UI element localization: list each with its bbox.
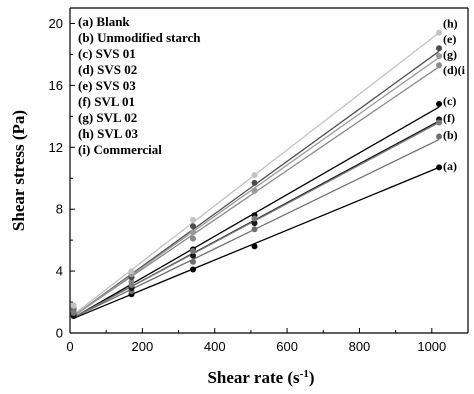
data-point-i	[251, 215, 258, 222]
x-tick-label: 800	[349, 339, 371, 354]
x-axis-title-main: Shear rate (s	[207, 368, 300, 387]
y-tick-label: 0	[56, 326, 63, 341]
end-label: (b)	[443, 128, 458, 142]
fit-line-g	[73, 56, 440, 317]
x-axis-title-suffix: )	[309, 368, 315, 387]
x-axis-title: Shear rate (s-1)	[207, 368, 314, 387]
data-point-b	[436, 133, 443, 140]
x-tick-label: 200	[132, 339, 154, 354]
data-point-g	[436, 52, 443, 59]
x-tick-label: 1000	[417, 339, 446, 354]
legend-entry: (c) SVS 01	[78, 46, 136, 61]
data-point-e	[190, 223, 197, 230]
legend-entry: (f) SVL 01	[78, 94, 135, 109]
data-point-b	[251, 226, 258, 233]
fit-line-a	[73, 166, 440, 319]
x-tick-label: 0	[66, 339, 73, 354]
data-point-i	[128, 282, 135, 289]
data-point-h	[128, 268, 135, 275]
data-point-i	[190, 247, 197, 254]
data-point-d	[190, 235, 197, 242]
end-label: (c)	[443, 94, 456, 108]
data-point-f	[251, 220, 258, 227]
fit-line-c	[73, 106, 440, 319]
data-point-a	[251, 243, 258, 250]
data-point-a	[190, 266, 197, 273]
x-axis-title-superscript: -1	[300, 368, 309, 380]
data-points	[70, 29, 443, 319]
legend: (a) Blank(b) Unmodified starch(c) SVS 01…	[78, 14, 201, 157]
end-labels: (h) (e)(g) (d)(i (c) (f) (b) (a)	[443, 16, 466, 172]
plot-area: 0 200 400 600 800 1000 0 4 8 12 16 20 (h) (e)(g) (d)…	[49, 7, 469, 354]
end-label: (f)	[443, 111, 455, 125]
data-point-e	[436, 45, 443, 52]
data-point-g	[190, 229, 197, 236]
data-point-h	[251, 172, 258, 179]
y-tick-label: 4	[56, 264, 63, 279]
end-label: (d)(i	[443, 63, 466, 77]
legend-entry: (h) SVL 03	[78, 126, 138, 141]
y-tick-label: 20	[49, 16, 63, 31]
data-point-h	[436, 29, 443, 36]
data-point-e	[251, 179, 258, 186]
y-axis-title: Shear stress (Pa)	[9, 110, 28, 231]
legend-entry: (g) SVL 02	[78, 110, 137, 125]
legend-entry: (d) SVS 02	[78, 62, 137, 77]
y-tick-label: 16	[49, 78, 63, 93]
end-label: (g)	[443, 47, 457, 61]
end-label: (h)	[443, 16, 458, 30]
data-point-i	[70, 309, 77, 316]
x-tick-label: 400	[204, 339, 226, 354]
data-point-f	[190, 252, 197, 259]
legend-entry: (e) SVS 03	[78, 78, 136, 93]
x-tick-label: 600	[276, 339, 298, 354]
data-point-a	[436, 164, 443, 171]
x-ticks: 0 200 400 600 800 1000	[66, 328, 446, 354]
data-point-c	[436, 100, 443, 107]
data-point-b	[190, 258, 197, 265]
legend-entry: (i) Commercial	[78, 142, 162, 157]
y-tick-label: 8	[56, 202, 63, 217]
data-point-h	[190, 217, 197, 224]
legend-entry: (b) Unmodified starch	[78, 30, 201, 45]
data-point-i	[436, 119, 443, 126]
legend-entry: (a) Blank	[78, 14, 130, 29]
end-label: (a)	[443, 159, 457, 173]
y-ticks: 0 4 8 12 16 20	[49, 16, 75, 341]
data-point-d	[436, 62, 443, 69]
data-point-g	[251, 187, 258, 194]
y-tick-label: 12	[49, 140, 63, 155]
data-point-h	[70, 302, 77, 309]
end-label: (e)	[443, 32, 456, 46]
